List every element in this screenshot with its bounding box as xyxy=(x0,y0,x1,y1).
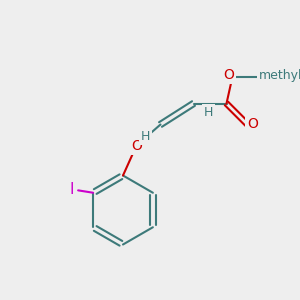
Text: H: H xyxy=(141,130,150,143)
Text: O: O xyxy=(131,139,142,152)
Text: O: O xyxy=(224,68,234,82)
Text: H: H xyxy=(204,106,213,119)
Text: O: O xyxy=(248,118,258,131)
Text: methyl: methyl xyxy=(259,68,300,82)
Text: I: I xyxy=(69,182,74,197)
